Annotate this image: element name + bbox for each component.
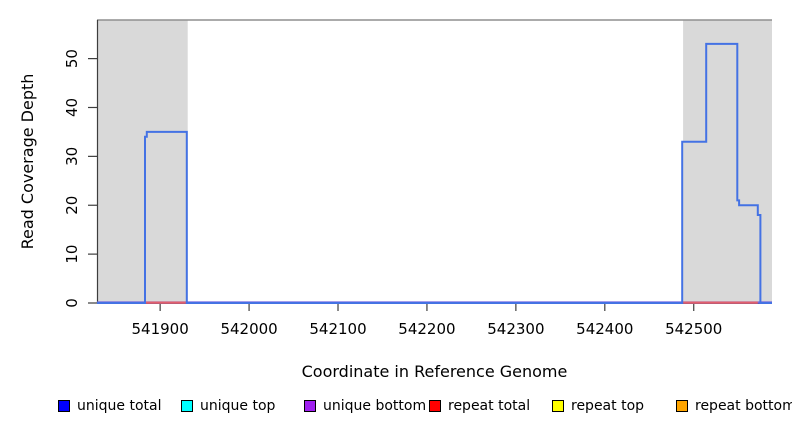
x-tick-label: 542000: [220, 320, 277, 338]
x-tick-label: 541900: [132, 320, 189, 338]
y-tick-label: 10: [63, 245, 81, 264]
repeat-region-right: [683, 20, 772, 303]
y-tick-label: 20: [63, 196, 81, 215]
x-tick-label: 542400: [576, 320, 633, 338]
repeat-region-left: [97, 20, 188, 303]
x-axis-title: Coordinate in Reference Genome: [302, 362, 568, 381]
y-tick-label: 50: [63, 49, 81, 68]
x-tick-label: 542200: [398, 320, 455, 338]
x-tick-label: 542500: [665, 320, 722, 338]
coverage-series: [97, 42, 772, 304]
y-tick-label: 0: [63, 298, 81, 308]
y-tick-label: 30: [63, 147, 81, 166]
y-tick-label: 40: [63, 98, 81, 117]
coverage-step-line: [97, 42, 772, 304]
x-tick-label: 542100: [309, 320, 366, 338]
x-tick-label: 542300: [487, 320, 544, 338]
y-axis-title: Read Coverage Depth: [18, 74, 37, 250]
repeat-region-shading: [97, 19, 772, 303]
